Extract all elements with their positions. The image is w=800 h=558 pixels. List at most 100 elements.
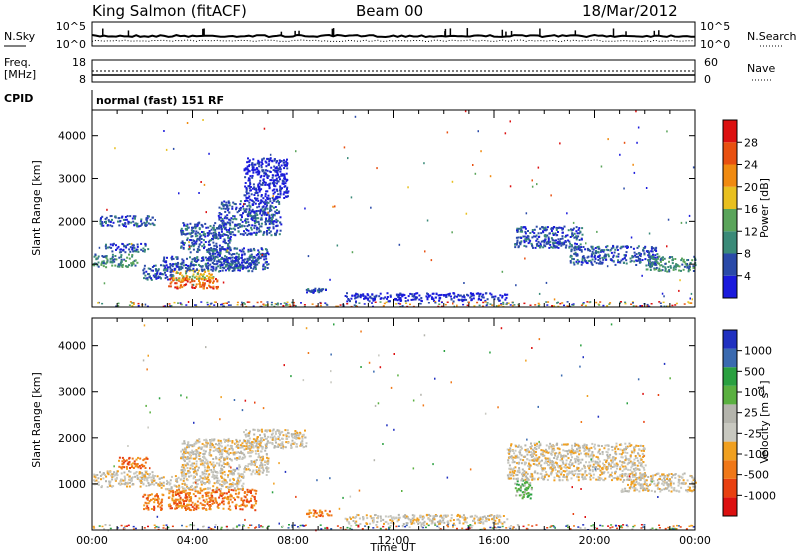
ground-echo xyxy=(230,304,232,306)
range-gate-cell xyxy=(438,300,440,302)
range-gate-cell xyxy=(156,273,158,275)
range-gate-cell xyxy=(191,286,193,288)
range-gate-cell xyxy=(279,196,281,198)
range-gate-cell xyxy=(583,255,585,257)
range-gate-cell xyxy=(261,248,263,250)
range-gate-cell xyxy=(547,226,549,228)
range-gate-cell xyxy=(355,294,357,296)
range-gate-cell xyxy=(146,480,148,482)
range-gate-cell xyxy=(258,165,260,167)
range-gate-cell xyxy=(256,471,258,473)
range-gate-cell xyxy=(212,485,214,487)
range-gate-cell xyxy=(182,499,184,501)
scatter-echo xyxy=(193,284,195,286)
range-gate-cell xyxy=(228,212,230,214)
range-gate-cell xyxy=(118,257,120,259)
ground-echo xyxy=(244,303,246,305)
range-gate-cell xyxy=(127,221,129,223)
range-gate-cell xyxy=(271,219,273,221)
range-gate-cell xyxy=(208,260,210,262)
range-gate-cell xyxy=(650,250,652,252)
range-gate-cell xyxy=(527,235,529,237)
range-gate-cell xyxy=(287,429,289,431)
range-gate-cell xyxy=(275,167,277,169)
range-gate-cell xyxy=(246,197,248,199)
range-gate-cell xyxy=(626,263,628,265)
range-gate-cell xyxy=(315,516,317,518)
range-gate-cell xyxy=(286,196,288,198)
range-gate-cell xyxy=(522,236,524,238)
range-gate-cell xyxy=(155,269,157,271)
range-gate-cell xyxy=(234,224,236,226)
range-gate-cell xyxy=(250,455,252,457)
range-gate-cell xyxy=(439,294,441,296)
range-gate-cell xyxy=(499,294,501,296)
range-gate-cell xyxy=(562,235,564,237)
range-gate-cell xyxy=(140,486,142,488)
range-gate-cell xyxy=(262,468,264,470)
range-gate-cell xyxy=(269,200,271,202)
range-gate-cell xyxy=(429,515,431,517)
range-gate-cell xyxy=(109,224,111,226)
range-gate-cell xyxy=(208,252,210,254)
range-gate-cell xyxy=(412,520,414,522)
range-gate-cell xyxy=(416,292,418,294)
ground-echo xyxy=(445,304,447,306)
range-gate-cell xyxy=(205,257,207,259)
range-gate-cell xyxy=(204,277,206,279)
noise-panel-frame xyxy=(92,22,695,46)
range-gate-cell xyxy=(233,228,235,230)
range-gate-cell xyxy=(201,238,203,240)
range-gate-cell xyxy=(248,249,250,251)
range-gate-cell xyxy=(154,498,156,500)
range-gate-cell xyxy=(274,435,276,437)
range-gate-cell xyxy=(110,475,112,477)
scatter-echo xyxy=(260,211,262,213)
range-gate-cell xyxy=(645,265,647,267)
range-gate-cell xyxy=(228,257,230,259)
range-gate-cell xyxy=(346,292,348,294)
range-gate-cell xyxy=(275,206,277,208)
range-gate-cell xyxy=(425,295,427,297)
range-gate-cell xyxy=(258,473,260,475)
range-gate-cell xyxy=(232,202,234,204)
range-gate-cell xyxy=(546,229,548,231)
range-gate-cell xyxy=(286,188,288,190)
range-gate-cell xyxy=(210,446,212,448)
range-gate-cell xyxy=(574,243,576,245)
range-gate-cell xyxy=(176,287,178,289)
range-gate-cell xyxy=(224,463,226,465)
range-gate-cell xyxy=(453,301,455,303)
range-gate-cell xyxy=(658,263,660,265)
range-gate-cell xyxy=(248,165,250,167)
range-gate-cell xyxy=(229,479,231,481)
range-gate-cell xyxy=(126,266,128,268)
range-gate-cell xyxy=(209,481,211,483)
range-gate-cell xyxy=(190,265,192,267)
range-gate-cell xyxy=(255,490,257,492)
range-gate-cell xyxy=(248,501,250,503)
range-gate-cell xyxy=(213,245,215,247)
range-gate-cell xyxy=(634,252,636,254)
range-gate-cell xyxy=(262,210,264,212)
range-gate-cell xyxy=(185,283,187,285)
range-gate-cell xyxy=(168,285,170,287)
range-gate-cell xyxy=(249,159,251,161)
range-gate-cell xyxy=(658,270,660,272)
range-gate-cell xyxy=(246,234,248,236)
ground-echo xyxy=(557,302,559,304)
range-gate-cell xyxy=(249,463,251,465)
range-gate-cell xyxy=(221,234,223,236)
range-gate-cell xyxy=(228,470,230,472)
range-gate-cell xyxy=(284,178,286,180)
range-gate-cell xyxy=(252,257,254,259)
range-gate-cell xyxy=(115,244,117,246)
range-gate-cell xyxy=(277,436,279,438)
range-gate-cell xyxy=(241,257,243,259)
range-gate-cell xyxy=(184,469,186,471)
range-gate-cell xyxy=(266,234,268,236)
range-gate-cell xyxy=(556,229,558,231)
range-gate-cell xyxy=(269,206,271,208)
range-gate-cell xyxy=(247,489,249,491)
range-gate-cell xyxy=(518,246,520,248)
